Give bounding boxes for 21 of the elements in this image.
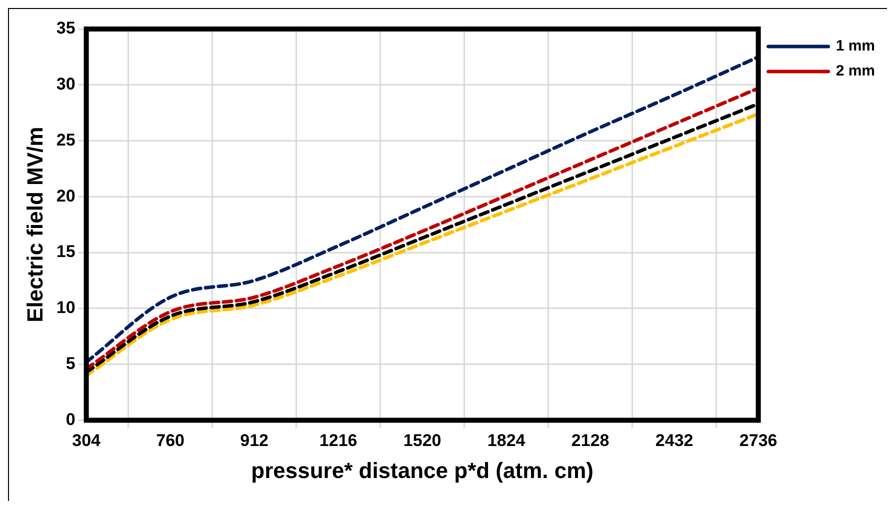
y-tick-label: 35 [56,18,76,38]
x-tick-label: 1216 [319,431,358,450]
y-tick-label: 20 [56,186,76,206]
x-tick-label: 912 [240,431,268,450]
y-tick-label: 25 [56,130,76,150]
y-tick-label: 0 [66,410,76,429]
x-tick-label: 760 [156,431,184,450]
y-tick-label: 5 [66,354,76,373]
x-tick-label: 1520 [403,431,442,450]
legend-label: 1 mm [836,38,876,55]
x-tick-label: 2736 [739,431,778,450]
x-axis-title: pressure* distance p*d (atm. cm) [251,458,594,483]
legend-label: 2 mm [836,62,876,80]
y-tick-label: 10 [56,298,76,318]
y-axis-title: Electric field MV/m [22,126,48,322]
x-tick-label: 2128 [571,431,610,450]
x-tick-label: 304 [72,431,102,450]
x-tick-label: 2432 [655,431,694,450]
x-tick-label: 1824 [487,431,526,450]
y-tick-label: 30 [56,74,76,94]
y-tick-label: 15 [56,242,76,262]
